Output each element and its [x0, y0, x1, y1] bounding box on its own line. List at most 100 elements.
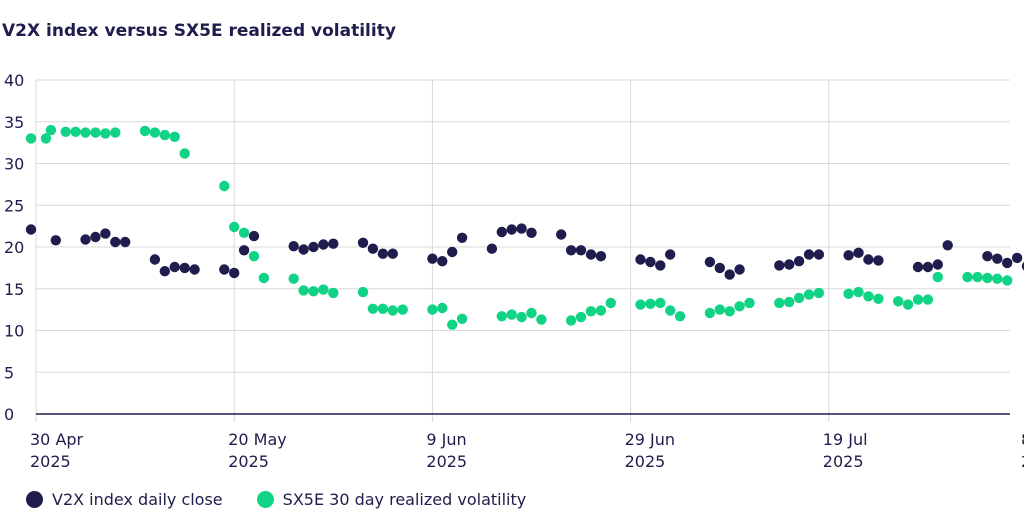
v2x-point	[912, 261, 924, 273]
y-tick-label: 20	[4, 238, 24, 257]
sx5e-point	[605, 297, 616, 309]
v2x-point	[437, 256, 448, 267]
sx5e-point	[70, 126, 81, 137]
sx5e-point	[714, 304, 725, 315]
v2x-point	[803, 249, 815, 260]
v2x-point	[298, 244, 309, 255]
v2x-point	[367, 243, 379, 254]
sx5e-point	[972, 271, 983, 283]
v2x-point	[982, 251, 993, 262]
sx5e-point	[60, 126, 71, 137]
v2x-point	[813, 249, 825, 260]
sx5e-point	[258, 272, 270, 284]
sx5e-point	[447, 319, 458, 330]
v2x-point	[288, 241, 299, 252]
sx5e-point	[982, 272, 993, 284]
v2x-point	[724, 269, 735, 280]
v2x-point	[645, 256, 656, 268]
v2x-point	[863, 254, 874, 265]
v2x-point	[238, 245, 250, 256]
v2x-point	[992, 253, 1003, 264]
y-tick-label: 0	[4, 405, 14, 424]
sx5e-point	[377, 303, 389, 314]
sx5e-point	[397, 304, 408, 315]
sx5e-point	[565, 315, 577, 326]
sx5e-point	[922, 294, 934, 305]
sx5e-point	[80, 127, 91, 138]
v2x-point	[328, 238, 339, 249]
sx5e-point	[526, 307, 537, 319]
series-v2x	[25, 223, 1024, 280]
sx5e-point	[734, 301, 745, 312]
v2x-point	[120, 236, 131, 248]
x-tick-label: 8 Aug	[1021, 430, 1024, 449]
grid	[35, 79, 1010, 422]
v2x-point	[308, 241, 319, 253]
sx5e-point	[536, 314, 547, 325]
y-tick-label: 15	[4, 280, 24, 299]
sx5e-point	[665, 305, 676, 316]
y-tick-label: 35	[4, 113, 24, 132]
v2x-point	[447, 246, 458, 258]
sx5e-point	[813, 287, 825, 299]
legend-swatch-sx5e	[256, 491, 274, 508]
sx5e-point	[516, 311, 527, 323]
sx5e-point	[149, 127, 161, 138]
sx5e-point	[159, 129, 170, 141]
sx5e-point	[655, 297, 666, 309]
v2x-point	[189, 264, 200, 275]
v2x-point	[565, 245, 577, 256]
x-tick-year: 2025	[30, 452, 71, 471]
sx5e-point	[873, 293, 884, 304]
v2x-point	[714, 262, 725, 274]
sx5e-point	[456, 313, 468, 324]
sx5e-point	[724, 306, 735, 317]
v2x-point	[219, 264, 230, 275]
v2x-point	[1002, 257, 1013, 269]
sx5e-point	[496, 311, 507, 322]
x-tick-label: 9 Jun	[426, 430, 466, 449]
v2x-point	[665, 249, 676, 260]
legend: V2X index daily close SX5E 30 day realiz…	[26, 490, 560, 509]
x-tick-label: 19 Jul	[823, 430, 868, 449]
v2x-point	[387, 248, 398, 259]
x-axis-ticks: 30 Apr 2025 20 May 2025 9 Jun 2025 29 Jun 2025 1…	[30, 430, 1024, 471]
sx5e-point	[288, 273, 299, 284]
sx5e-point	[229, 221, 240, 233]
x-tick-year: 2025	[426, 452, 467, 471]
v2x-point	[50, 235, 61, 246]
v2x-point	[377, 248, 389, 259]
sx5e-point	[784, 296, 795, 308]
sx5e-point	[318, 284, 329, 295]
sx5e-point	[853, 286, 864, 298]
y-tick-label: 40	[4, 71, 24, 90]
v2x-point	[318, 239, 329, 250]
v2x-point	[456, 232, 468, 243]
sx5e-point	[308, 286, 319, 297]
v2x-point	[922, 261, 934, 273]
v2x-point	[784, 259, 795, 270]
v2x-point	[427, 253, 438, 264]
v2x-point	[486, 243, 498, 254]
sx5e-point	[803, 289, 815, 300]
sx5e-point	[179, 148, 190, 159]
sx5e-point	[962, 271, 973, 283]
v2x-point	[873, 255, 884, 266]
y-tick-label: 10	[4, 322, 24, 341]
v2x-point	[843, 250, 854, 261]
v2x-point	[734, 264, 745, 275]
sx5e-point	[932, 271, 943, 283]
sx5e-point	[90, 127, 101, 138]
legend-swatch-v2x	[26, 491, 43, 508]
v2x-point	[357, 237, 369, 248]
x-tick-label: 20 May	[228, 430, 287, 449]
sx5e-point	[863, 291, 874, 302]
v2x-point	[635, 254, 646, 265]
v2x-point	[704, 256, 716, 268]
sx5e-point	[595, 305, 607, 316]
sx5e-point	[774, 297, 785, 309]
sx5e-point	[40, 133, 52, 144]
y-tick-label: 30	[4, 155, 24, 174]
sx5e-point	[437, 302, 448, 314]
